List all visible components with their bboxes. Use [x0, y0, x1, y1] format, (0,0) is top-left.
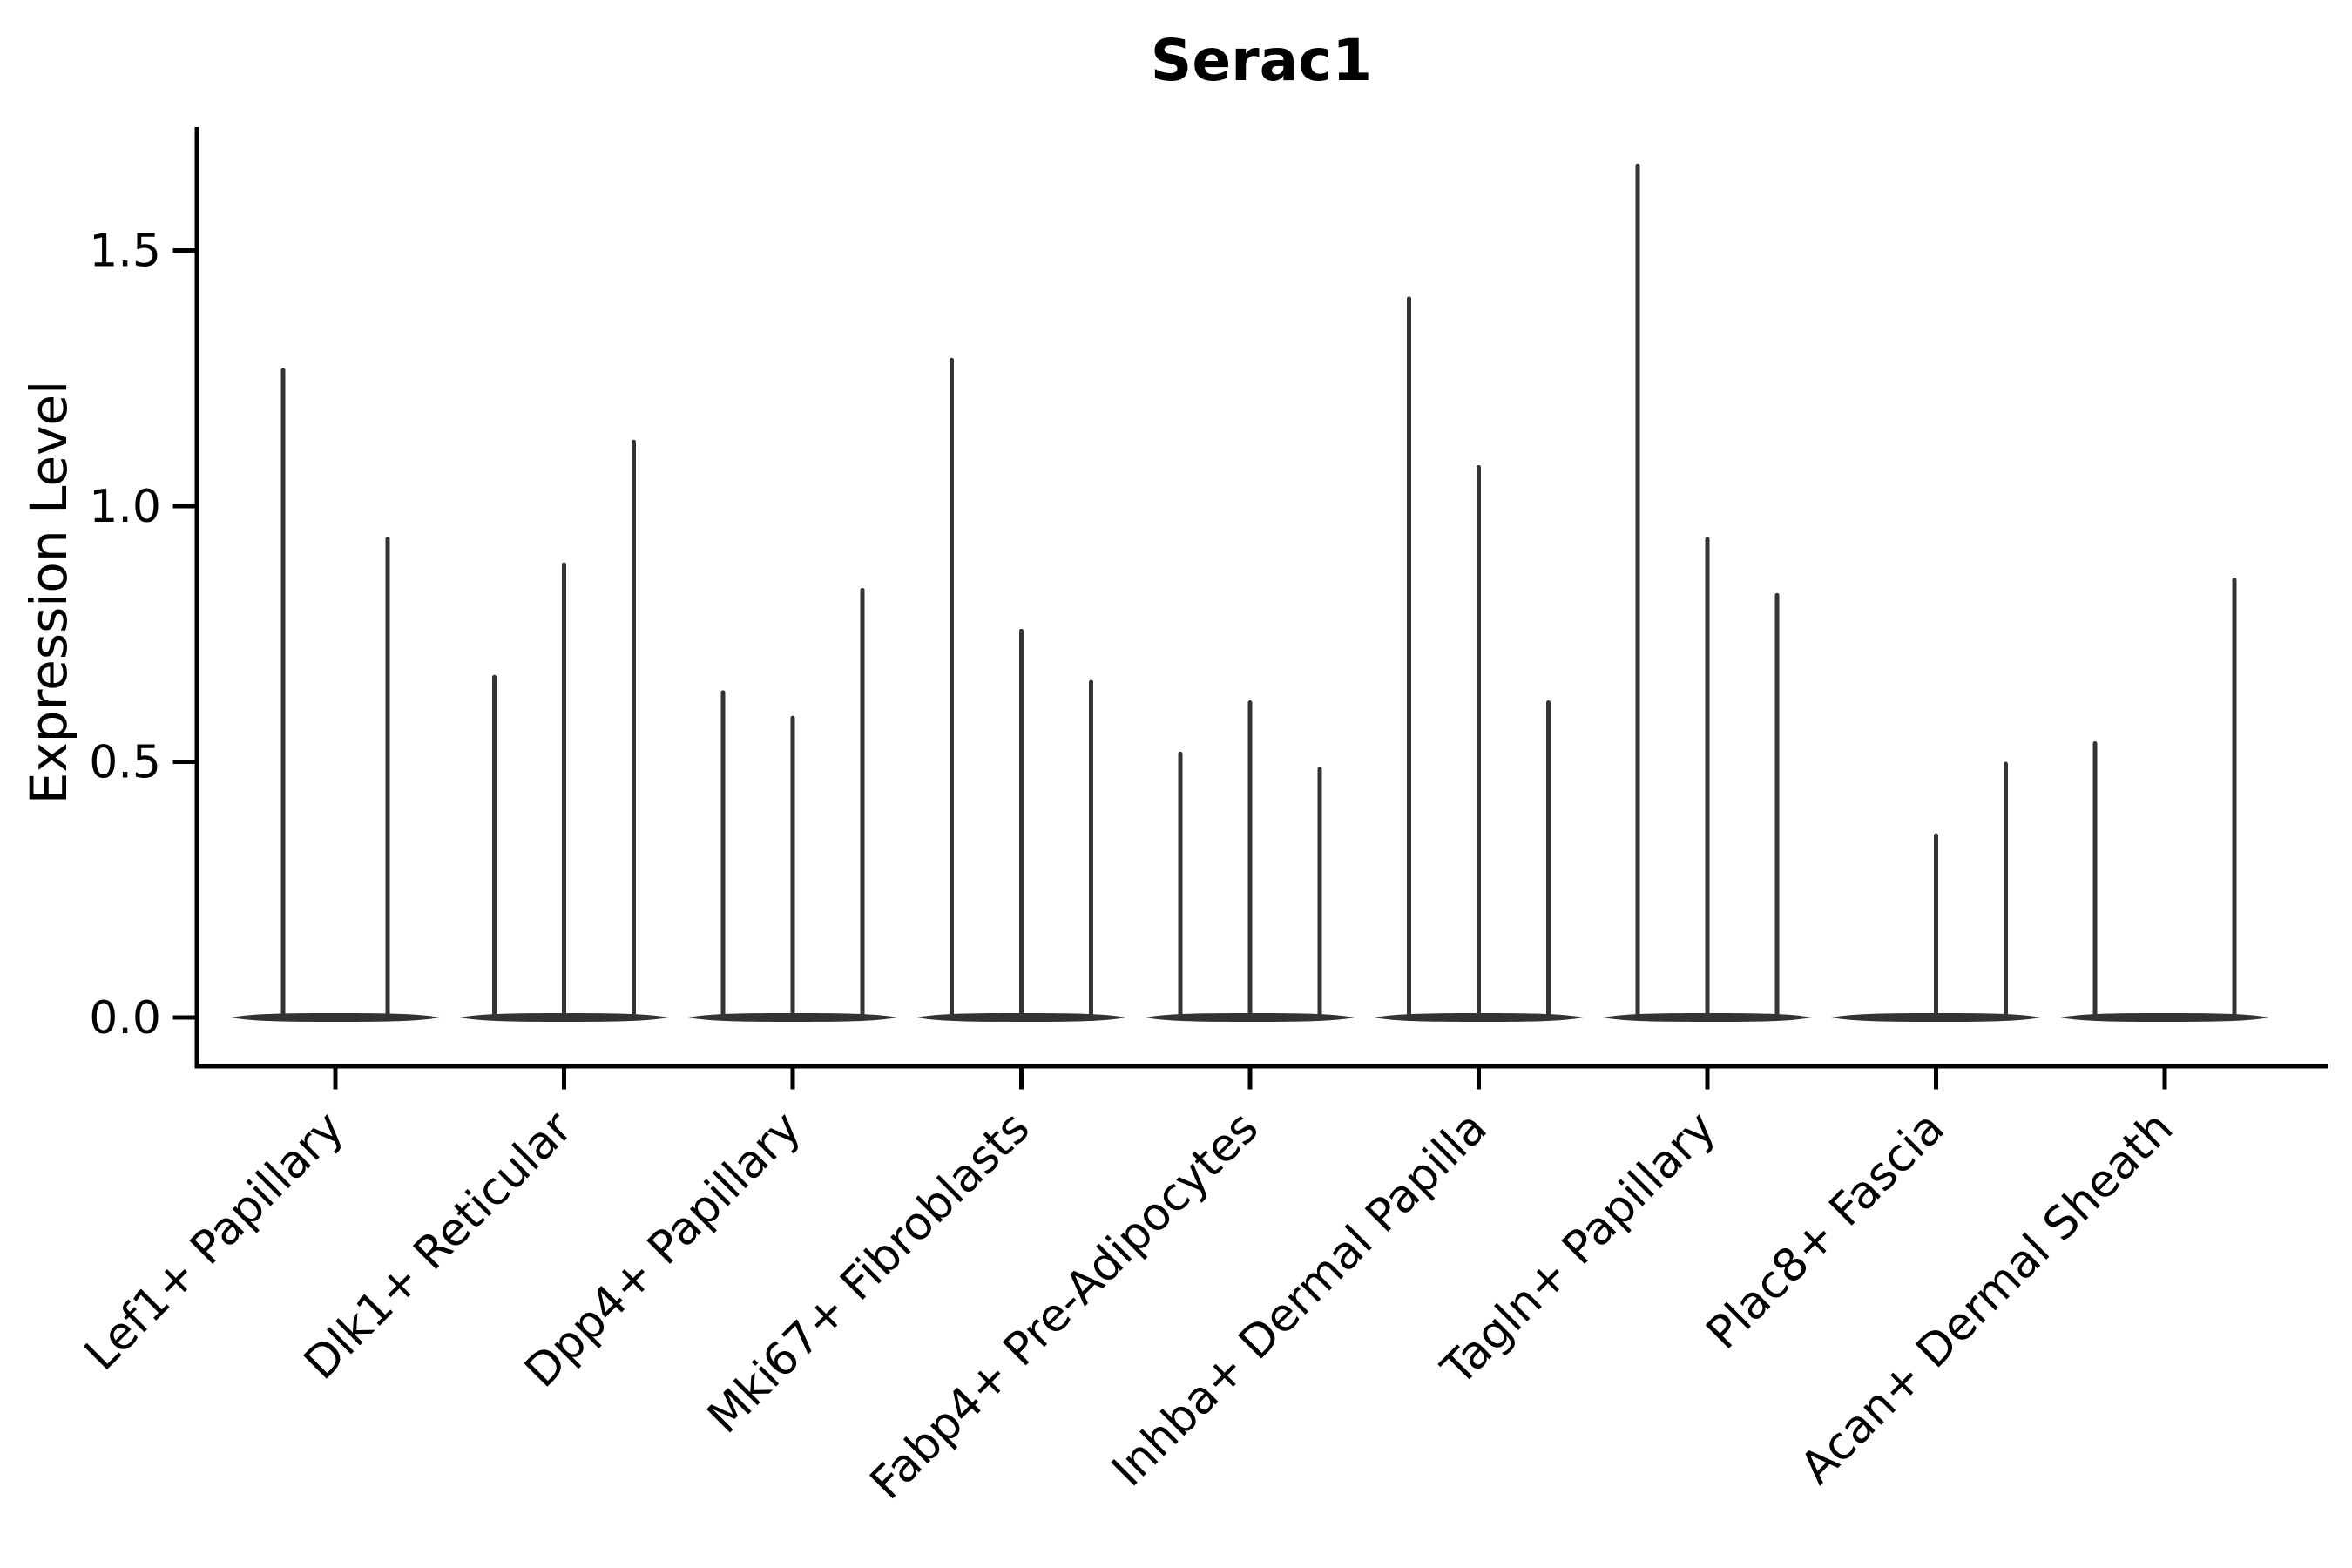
x-tick-mark: [562, 1068, 566, 1090]
x-tick-mark: [1934, 1068, 1938, 1090]
y-axis-label: Expression Level: [19, 381, 78, 804]
violin-spike: [562, 562, 566, 1020]
violin-spike: [790, 715, 795, 1020]
violin-spike: [1635, 163, 1640, 1020]
violin-spike: [1934, 833, 1938, 1020]
x-tick-label: Fabp4+ Pre-Adipocytes: [861, 1102, 1268, 1510]
y-tick-mark: [172, 760, 195, 764]
chart-title: Serac1: [1151, 27, 1372, 94]
violin-spike: [2232, 578, 2237, 1020]
x-axis-spine: [194, 1064, 2328, 1069]
violin-spike: [492, 674, 497, 1020]
x-tick-mark: [790, 1068, 795, 1090]
y-tick-label: 0.0: [89, 992, 161, 1044]
x-tick-label: Plac8+ Fascia: [1697, 1102, 1955, 1360]
x-tick-mark: [333, 1068, 338, 1090]
violins-layer: [231, 163, 2269, 1022]
x-tick-mark: [1477, 1068, 1481, 1090]
violin-spike: [1477, 465, 1481, 1020]
violin-spike: [280, 368, 286, 1020]
violin-spike: [1407, 296, 1411, 1021]
y-tick-label: 1.5: [89, 226, 161, 278]
violin-spike: [1317, 767, 1322, 1020]
x-tick-label: Acan+ Dermal Sheath: [1791, 1102, 2184, 1495]
violin-spike: [950, 357, 954, 1020]
y-tick-mark: [172, 504, 195, 509]
violin-spike: [1089, 679, 1093, 1020]
y-axis-spine: [194, 127, 199, 1069]
violin-spike: [1178, 751, 1183, 1020]
violin-spike: [720, 690, 726, 1020]
violin-spike: [1019, 628, 1024, 1020]
violin-spike: [2092, 741, 2098, 1020]
violin-base: [2060, 1013, 2269, 1022]
violin-spike: [1705, 537, 1710, 1020]
x-tick-mark: [1019, 1068, 1024, 1090]
violin-spike: [1546, 700, 1551, 1020]
violin-base: [231, 1013, 440, 1022]
violin-spike: [1247, 700, 1253, 1020]
violin-spike: [385, 537, 390, 1020]
violin-spike: [860, 587, 865, 1020]
violin-spike: [2004, 761, 2008, 1020]
x-tick-mark: [1247, 1068, 1253, 1090]
y-tick-mark: [172, 248, 195, 253]
violin-spike: [632, 439, 636, 1020]
violin-spike: [1774, 592, 1780, 1020]
x-tick-mark: [2162, 1068, 2167, 1090]
y-tick-mark: [172, 1015, 195, 1020]
y-tick-label: 1.0: [89, 481, 161, 533]
y-tick-label: 0.5: [89, 737, 161, 789]
x-tick-mark: [1705, 1068, 1710, 1090]
x-tick-label: Inhba+ Dermal Papilla: [1102, 1102, 1497, 1497]
